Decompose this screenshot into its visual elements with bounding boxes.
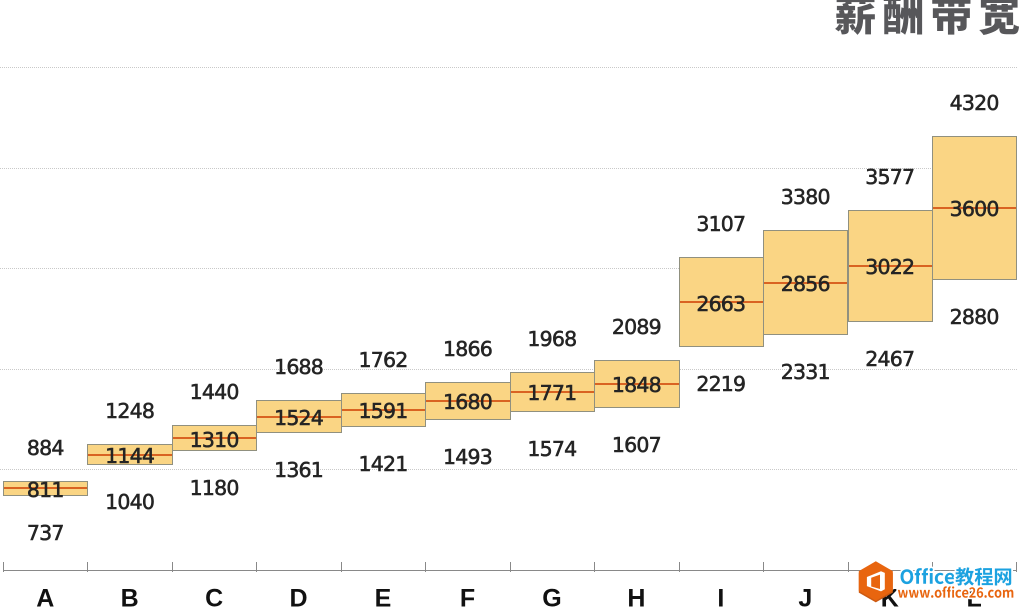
watermark-url-glyphs [896,584,1015,600]
gridline-5000 [0,67,1017,69]
label-mid-E: 1591 [358,399,408,424]
label-mid-F: 1680 [442,390,493,415]
label-min-I: 2219 [696,371,746,396]
midline-J [764,281,848,284]
office-logo-icon [858,561,893,603]
midline-L [932,206,1017,209]
midline-K [848,264,932,267]
label-min-A: 737 [26,520,65,545]
midline-H [595,382,679,385]
x-axis-tick [256,561,258,572]
label-min-H: 1607 [611,433,662,458]
label-mid-H: 1848 [611,373,662,398]
category-label-A: A [36,584,55,610]
label-mid-D: 1524 [274,406,324,431]
x-axis-tick [594,561,596,572]
label-mid-G: 1771 [527,381,577,406]
label-min-J: 2331 [780,360,830,385]
category-label-C: C [205,584,224,610]
label-min-D: 1361 [274,457,324,483]
x-axis-tick [425,561,427,572]
label-max-C: 1440 [189,379,239,405]
label-max-B: 1248 [105,399,155,424]
label-mid-L: 3600 [949,197,999,222]
office-o-core [871,574,880,589]
label-max-H: 2089 [611,314,662,339]
label-min-C: 1180 [189,476,239,501]
gridline-4000 [0,167,1017,169]
x-axis-tick [847,561,849,572]
x-axis-tick [678,561,680,572]
category-label-B: B [120,584,139,610]
label-mid-K: 3022 [865,255,915,280]
label-max-D: 1688 [274,355,324,380]
x-axis-tick [171,561,173,572]
midline-I [679,301,764,304]
label-max-L: 4320 [949,90,999,115]
category-label-I: I [717,584,725,610]
category-label-H: H [627,584,646,610]
midline-D [257,415,341,418]
label-max-A: 884 [26,435,65,461]
x-axis-tick [3,561,4,572]
midline-F [426,399,510,402]
category-label-J: J [798,584,813,610]
x-axis-tick [763,561,765,572]
x-axis-tick [1016,561,1018,572]
midline-B [88,453,172,456]
x-axis-tick [509,561,511,572]
label-max-J: 3380 [780,185,830,210]
category-label-D: D [289,584,308,610]
watermark-brand-glyphs [898,565,1014,588]
label-max-G: 1968 [527,326,577,352]
label-mid-J: 2856 [780,272,830,297]
label-max-K: 3577 [865,165,915,190]
gridline-3000 [0,268,1017,270]
label-min-L: 2880 [949,305,999,330]
category-label-F: F [459,584,476,610]
label-min-B: 1040 [105,490,155,515]
x-axis-tick [340,561,342,572]
title-glyphs [835,0,1020,36]
midline-C [172,437,257,440]
label-min-E: 1421 [358,451,408,477]
midline-A [4,487,88,490]
category-label-G: G [542,584,562,610]
label-mid-A: 811 [26,477,65,502]
label-mid-C: 1310 [189,427,239,452]
label-min-G: 1574 [527,436,577,461]
category-label-E: E [374,584,392,610]
midline-E [341,408,426,411]
label-max-F: 1866 [442,337,493,362]
gridline-2000 [0,368,1017,370]
x-axis-tick [87,561,89,572]
watermark [858,561,1015,603]
label-max-E: 1762 [358,347,408,372]
midline-G [510,390,595,393]
label-mid-I: 2663 [696,291,746,316]
label-max-I: 3107 [696,212,746,237]
label-mid-B: 1144 [105,444,155,469]
label-min-K: 2467 [865,346,915,371]
gridline-1000 [0,469,1017,471]
label-min-F: 1493 [442,444,493,469]
